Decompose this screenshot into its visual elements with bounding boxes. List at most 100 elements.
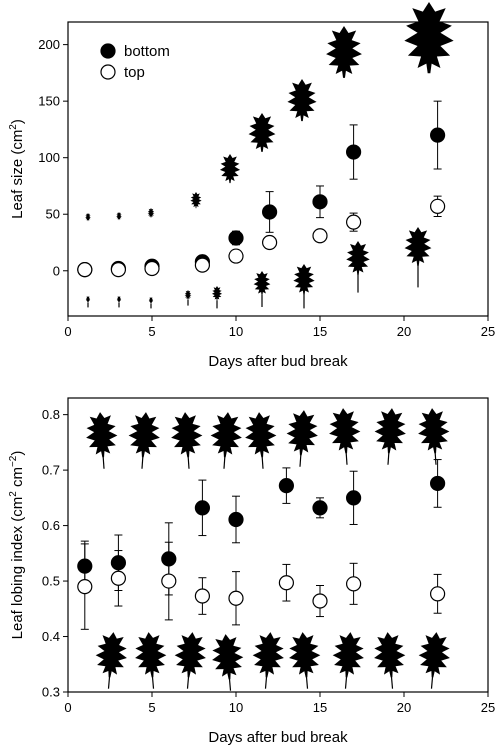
leaf-silhouette: [243, 410, 278, 469]
y-tick-label: 0.6: [42, 518, 60, 533]
data-point-bottom: [346, 144, 362, 160]
x-tick-label: 25: [481, 700, 495, 715]
leaf-silhouette: [416, 406, 451, 465]
data-point-top: [430, 198, 446, 214]
x-tick-label: 15: [313, 700, 327, 715]
data-point-bottom: [278, 478, 294, 494]
data-point-top: [430, 586, 446, 602]
leaf-silhouette: [327, 406, 362, 465]
x-tick-label: 10: [229, 324, 243, 339]
data-marks: [77, 100, 446, 278]
data-marks: [77, 459, 446, 630]
leaf-silhouette: [84, 410, 119, 469]
data-point-top: [110, 262, 127, 278]
leaf-silhouette: [373, 406, 408, 465]
leaf-silhouette: [248, 113, 276, 152]
x-tick-label: 25: [481, 324, 495, 339]
y-tick-label: 100: [38, 150, 60, 165]
leaf-silhouette: [330, 630, 367, 689]
leaf-silhouette: [127, 410, 162, 469]
x-tick-label: 20: [397, 700, 411, 715]
data-point-top: [262, 234, 278, 251]
legend: bottom top: [100, 43, 170, 81]
leaf-silhouette: [209, 632, 246, 691]
data-point-bottom: [262, 204, 278, 220]
data-point-bottom: [312, 194, 328, 210]
leaf-size-panel: 0 5 10 15 20 25 0 50 100 150 200 bottom top Days a…: [8, 2, 495, 370]
x-axis-label: Days after bud break: [208, 729, 348, 746]
data-point-top: [77, 262, 93, 278]
data-point-bottom: [194, 500, 210, 516]
y-tick-label: 0.8: [42, 407, 60, 422]
leaf-silhouette: [93, 630, 130, 689]
leaf-silhouette: [211, 286, 223, 309]
y-axis-label: Leaf size (cm2): [8, 119, 26, 219]
y-tick-label: 0.5: [42, 574, 60, 589]
y-tick-label: 0.3: [42, 685, 60, 700]
data-point-bottom: [430, 127, 446, 143]
leaf-silhouette: [285, 408, 320, 467]
y-tick-label: 0.7: [42, 463, 60, 478]
leaf-silhouette: [116, 212, 122, 221]
leaf-silhouette: [286, 630, 323, 689]
leaf-silhouette: [219, 154, 241, 184]
data-point-top: [312, 228, 328, 244]
leaf-silhouette: [116, 296, 122, 308]
y-tick-label: 200: [38, 37, 60, 52]
leaf-silhouette: [190, 192, 202, 209]
x-tick-label: 5: [148, 324, 155, 339]
data-point-top: [312, 593, 328, 609]
leaf-silhouette: [346, 241, 370, 293]
data-point-top: [161, 573, 177, 589]
data-point-top: [110, 570, 127, 586]
axes: 0 5 10 15 20 25 0.3 0.4 0.5 0.6 0.7 0.8: [42, 407, 495, 715]
leaf-silhouettes: [84, 406, 453, 691]
x-tick-label: 20: [397, 324, 411, 339]
y-tick-label: 0.4: [42, 629, 60, 644]
data-point-top: [194, 257, 210, 273]
legend-marker-top: [100, 64, 116, 80]
leaf-silhouette: [85, 213, 91, 222]
x-tick-label: 10: [229, 700, 243, 715]
leaf-silhouette: [287, 79, 317, 122]
data-point-top: [228, 590, 244, 606]
data-point-bottom: [312, 500, 328, 516]
leaf-silhouette: [147, 208, 155, 218]
leaf-silhouette: [326, 26, 362, 78]
y-tick-label: 0: [53, 263, 60, 278]
x-tick-label: 15: [313, 324, 327, 339]
leaf-silhouette: [416, 630, 453, 689]
data-point-bottom: [228, 230, 244, 246]
leaf-silhouette: [293, 264, 315, 309]
data-point-bottom: [228, 511, 244, 528]
x-tick-label: 5: [148, 700, 155, 715]
data-point-top: [144, 260, 160, 277]
legend-label-top: top: [124, 64, 145, 81]
axes: 0 5 10 15 20 25 0 50 100 150 200: [38, 37, 495, 339]
leaf-silhouette: [404, 227, 432, 288]
leaf-silhouette: [184, 290, 192, 306]
y-tick-label: 50: [46, 207, 60, 222]
leaf-silhouette: [253, 271, 271, 307]
leaf-silhouette: [148, 297, 154, 309]
data-point-bottom: [346, 490, 362, 506]
data-point-top: [194, 588, 210, 604]
data-point-bottom: [430, 475, 446, 492]
data-point-top: [346, 576, 362, 592]
legend-label-bottom: bottom: [124, 43, 170, 60]
legend-marker-bottom: [100, 43, 116, 59]
leaf-silhouettes: [85, 2, 454, 309]
leaf-silhouette: [250, 630, 287, 689]
leaf-silhouette: [85, 296, 91, 308]
x-axis-label: Days after bud break: [208, 353, 348, 370]
plot-frame: [67, 21, 489, 317]
y-tick-label: 150: [38, 94, 60, 109]
data-point-top: [346, 214, 362, 230]
leaf-silhouette: [132, 630, 169, 689]
leaf-silhouette: [209, 410, 244, 469]
leaf-silhouette: [371, 630, 408, 689]
leaf-silhouette: [172, 630, 209, 689]
leaf-silhouette: [169, 410, 204, 469]
data-point-top: [77, 579, 93, 595]
